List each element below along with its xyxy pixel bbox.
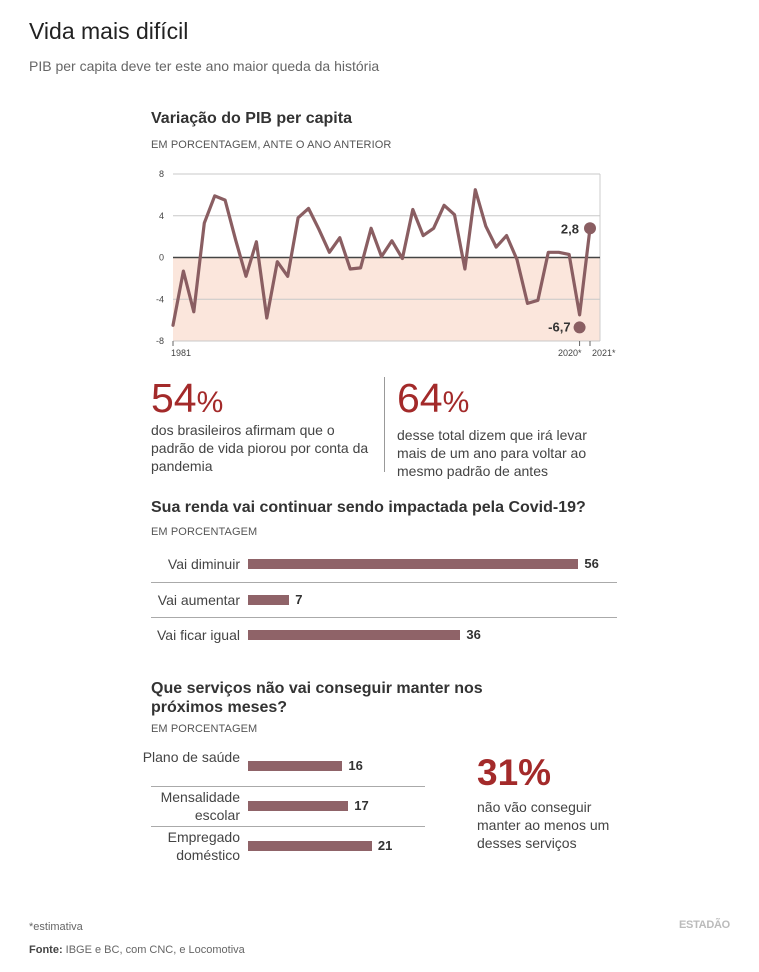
bar-value-label: 7	[295, 592, 303, 607]
bar-value-label: 16	[348, 758, 363, 773]
servicos-chart-title: Que serviços não vai conseguir manter no…	[151, 680, 483, 716]
bar	[248, 595, 290, 605]
source-note: Fonte: IBGE e BC, com CNC, e Locomotiva	[29, 944, 245, 956]
bar	[248, 841, 372, 851]
bar-category-label: Mensalidade escolar	[160, 789, 240, 823]
bar-value-label: 56	[584, 556, 599, 571]
stat-64-number: 64	[397, 375, 443, 421]
y-tick-label: -8	[156, 336, 164, 346]
x-tick-label: 1981	[171, 348, 191, 358]
stat-54-description: dos brasileiros afirmam que o padrão de …	[151, 422, 369, 474]
pib-line-chart: 8 4 0 -4 -8 1981 2020* 2021* 2,8 -6,7	[156, 169, 616, 358]
estadao-logo: ESTADÃO	[679, 919, 730, 931]
bar	[248, 761, 343, 771]
y-tick-label: 8	[159, 169, 164, 179]
stat-54-percent: %	[196, 386, 224, 419]
bar-value-label: 17	[354, 798, 369, 813]
row-separator	[151, 617, 617, 618]
bar-value-label: 36	[466, 627, 481, 642]
stat-64-percent: %	[442, 386, 470, 419]
highlight-point	[573, 321, 586, 334]
servicos-31-description: não vão conseguir manter ao menos um des…	[477, 799, 610, 851]
bar-category-label: Vai diminuir	[167, 556, 240, 572]
y-tick-label: -4	[156, 294, 164, 304]
source-text: IBGE e BC, com CNC, e Locomotiva	[62, 944, 245, 956]
row-separator	[151, 826, 425, 827]
servicos-31-value: 31%	[477, 752, 552, 793]
bar-category-label: Vai ficar igual	[156, 627, 240, 643]
stat-54-value: 54%	[151, 375, 223, 422]
pib-chart-title: Variação do PIB per capita	[151, 110, 352, 127]
bar-value-label: 21	[377, 838, 393, 853]
bar	[248, 559, 579, 569]
source-label: Fonte:	[29, 944, 63, 956]
x-tick-label: 2021*	[592, 348, 616, 358]
y-tick-label: 4	[159, 211, 164, 221]
renda-chart-title: Sua renda vai continuar sendo impactada …	[151, 499, 586, 516]
stat-54-number: 54	[151, 375, 197, 421]
stat-64-value: 64%	[397, 375, 469, 422]
y-tick-label: 0	[159, 253, 164, 263]
bar	[248, 630, 461, 640]
stat-64-description: desse total dizem que irá levar mais de …	[397, 427, 587, 479]
label-2020: -6,7	[548, 319, 570, 334]
renda-chart-unit: EM PORCENTAGEM	[151, 526, 258, 538]
page-subtitle: PIB per capita deve ter este ano maior q…	[29, 58, 380, 74]
row-separator	[151, 582, 617, 583]
bar-category-label: Empregado doméstico	[167, 829, 240, 863]
row-separator	[151, 786, 425, 787]
x-tick-label: 2020*	[558, 348, 582, 358]
footnote: *estimativa	[29, 921, 83, 933]
servicos-chart-unit: EM PORCENTAGEM	[151, 723, 258, 735]
bar-category-label: Vai aumentar	[157, 592, 240, 608]
bar	[248, 801, 349, 811]
highlight-point	[584, 222, 596, 235]
bar-category-label: Plano de saúde	[142, 749, 240, 765]
pib-chart-unit: EM PORCENTAGEM, ANTE O ANO ANTERIOR	[151, 139, 392, 151]
page-title: Vida mais difícil	[29, 18, 189, 44]
stat-divider	[384, 377, 385, 472]
pib-series-line	[171, 188, 592, 327]
label-2021: 2,8	[561, 221, 579, 236]
